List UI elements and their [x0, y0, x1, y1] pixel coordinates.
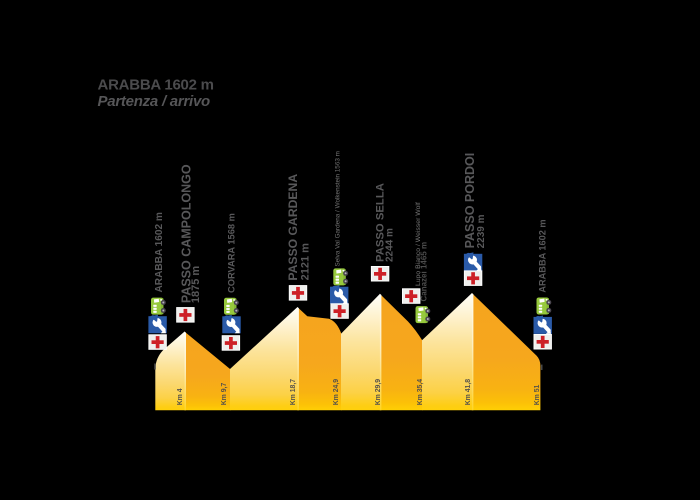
svg-text:Km 35,4: Km 35,4 [417, 379, 424, 406]
svg-text:Selva Val Gardena / Wolkenstei: Selva Val Gardena / Wolkenstein 1563 m [335, 151, 342, 266]
svg-text:ARABBA 1602 m: ARABBA 1602 m [154, 212, 165, 292]
svg-text:CORVARA 1568 m: CORVARA 1568 m [227, 213, 237, 293]
svg-text:Partenza / arrivo: Partenza / arrivo [98, 93, 211, 110]
svg-text:PASSO SELLA: PASSO SELLA [374, 183, 386, 262]
svg-text:Km 4: Km 4 [177, 388, 184, 405]
svg-text:Canazei 1465 m: Canazei 1465 m [419, 242, 428, 302]
svg-text:PASSO CAMPOLONGO: PASSO CAMPOLONGO [180, 164, 194, 303]
svg-text:Km 18,7: Km 18,7 [290, 379, 297, 406]
svg-text:2239 m: 2239 m [476, 214, 487, 248]
svg-text:1875 m: 1875 m [190, 266, 202, 304]
svg-text:Km 24,9: Km 24,9 [333, 379, 340, 406]
svg-text:PASSO GARDENA: PASSO GARDENA [286, 174, 300, 281]
svg-text:Km 51: Km 51 [534, 384, 541, 405]
svg-text:Km 9,7: Km 9,7 [221, 383, 228, 406]
svg-text:ARABBA 1602 m: ARABBA 1602 m [537, 219, 547, 292]
svg-text:PASSO PORDOI: PASSO PORDOI [463, 153, 477, 249]
svg-text:2244 m: 2244 m [385, 228, 396, 262]
svg-text:ARABBA 1602 m: ARABBA 1602 m [98, 77, 214, 94]
svg-text:2121 m: 2121 m [300, 243, 312, 281]
svg-text:Km 41,8: Km 41,8 [465, 379, 472, 406]
svg-text:Km 29,9: Km 29,9 [375, 379, 382, 406]
svg-text:Lupo Bianco / Weisser Wolf: Lupo Bianco / Weisser Wolf [415, 202, 422, 286]
